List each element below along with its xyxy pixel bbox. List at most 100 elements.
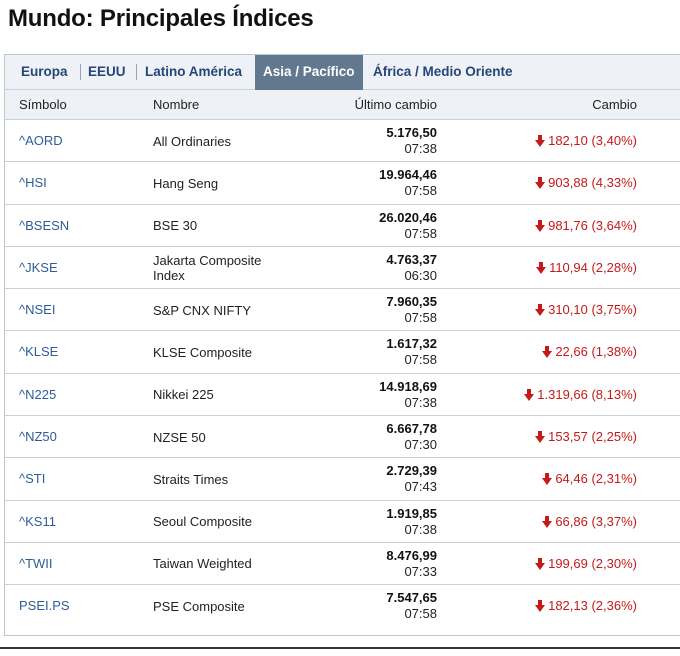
tab-separator xyxy=(80,64,81,80)
table-row: ^NZ50 NZSE 50 6.667,78 07:30 153,57 (2,25%) xyxy=(5,416,680,459)
bottom-divider xyxy=(0,647,680,649)
last-change-cell: 26.020,46 07:58 xyxy=(379,210,437,242)
index-name: All Ordinaries xyxy=(153,133,232,149)
symbol-link[interactable]: ^KLSE xyxy=(19,344,59,360)
down-arrow-icon xyxy=(535,219,546,232)
index-time: 07:58 xyxy=(404,310,437,326)
symbol-link[interactable]: ^NZ50 xyxy=(19,429,57,445)
table-row: ^JKSE Jakarta Composite Index 4.763,37 06:3… xyxy=(5,247,680,290)
tab-africa-medio-oriente[interactable]: África / Medio Oriente xyxy=(373,64,513,79)
change-cell: 110,94 (2,28%) xyxy=(536,247,637,289)
change-cell: 981,76 (3,64%) xyxy=(535,205,637,247)
tab-separator xyxy=(136,64,137,80)
table-row: ^N225 Nikkei 225 14.918,69 07:38 1.319,66 (8… xyxy=(5,374,680,417)
column-header-name[interactable]: Nombre xyxy=(153,97,200,112)
index-value: 8.476,99 xyxy=(386,547,437,563)
index-value: 1.919,85 xyxy=(386,505,437,521)
index-time: 07:33 xyxy=(404,563,437,579)
tab-asia-pacifico[interactable]: Asia / Pacífico xyxy=(255,55,363,90)
down-arrow-icon xyxy=(542,346,553,359)
change-value: 981,76 (3,64%) xyxy=(548,217,637,233)
index-name: Seoul Composite xyxy=(153,514,252,530)
down-arrow-icon xyxy=(542,473,553,486)
symbol-link[interactable]: ^N225 xyxy=(19,386,57,402)
down-arrow-icon xyxy=(542,515,553,528)
down-arrow-icon xyxy=(535,304,546,317)
change-value: 153,57 (2,25%) xyxy=(548,429,637,445)
table-row: PSEI.PS PSE Composite 7.547,65 07:58 182,13 … xyxy=(5,585,680,627)
last-change-cell: 7.547,65 07:58 xyxy=(386,590,437,622)
table-row: ^HSI Hang Seng 19.964,46 07:58 903,88 (4,33%… xyxy=(5,162,680,205)
change-cell: 64,46 (2,31%) xyxy=(542,458,637,500)
tab-europa[interactable]: Europa xyxy=(21,64,68,79)
last-change-cell: 14.918,69 07:38 xyxy=(379,379,437,411)
table-row: ^NSEI S&P CNX NIFTY 7.960,35 07:58 310,10 (3… xyxy=(5,289,680,332)
index-name: Straits Times xyxy=(153,471,229,487)
symbol-link[interactable]: ^HSI xyxy=(19,175,47,191)
change-cell: 199,69 (2,30%) xyxy=(535,543,637,585)
table-row: ^KLSE KLSE Composite 1.617,32 07:58 22,66 (1… xyxy=(5,331,680,374)
change-cell: 182,10 (3,40%) xyxy=(535,120,637,162)
symbol-link[interactable]: ^AORD xyxy=(19,133,63,148)
symbol-link[interactable]: ^BSESN xyxy=(19,217,70,233)
down-arrow-icon xyxy=(535,431,546,444)
change-value: 310,10 (3,75%) xyxy=(548,302,637,318)
index-time: 07:38 xyxy=(404,394,437,410)
index-value: 7.960,35 xyxy=(386,294,437,310)
column-header-symbol[interactable]: Símbolo xyxy=(19,97,67,112)
change-value: 182,10 (3,40%) xyxy=(548,133,637,148)
symbol-link[interactable]: ^STI xyxy=(19,471,46,487)
index-value: 26.020,46 xyxy=(379,209,437,225)
down-arrow-icon xyxy=(535,600,546,613)
down-arrow-icon xyxy=(535,135,546,147)
symbol-link[interactable]: ^TWII xyxy=(19,555,53,571)
last-change-cell: 7.960,35 07:58 xyxy=(386,294,437,326)
change-value: 22,66 (1,38%) xyxy=(555,344,637,360)
table-row: ^TWII Taiwan Weighted 8.476,99 07:33 199,69 … xyxy=(5,543,680,586)
down-arrow-icon xyxy=(536,261,547,274)
change-value: 110,94 (2,28%) xyxy=(549,259,637,275)
last-change-cell: 2.729,39 07:43 xyxy=(386,463,437,495)
change-value: 199,69 (2,30%) xyxy=(548,555,637,571)
column-header-change[interactable]: Cambio xyxy=(592,97,637,112)
change-value: 182,13 (2,36%) xyxy=(548,598,637,614)
index-name: S&P CNX NIFTY xyxy=(153,302,252,318)
region-tabs: Europa EEUU Latino América Asia / Pacífi… xyxy=(5,55,680,90)
index-time: 07:58 xyxy=(404,225,437,241)
last-change-cell: 8.476,99 07:33 xyxy=(386,548,437,580)
symbol-link[interactable]: ^JKSE xyxy=(19,259,58,275)
tab-latino-america[interactable]: Latino América xyxy=(145,64,243,79)
table-row: ^STI Straits Times 2.729,39 07:43 64,46 (2,3… xyxy=(5,458,680,501)
change-cell: 182,13 (2,36%) xyxy=(535,585,637,627)
change-value: 1.319,66 (8,13%) xyxy=(537,386,637,402)
change-value: 66,86 (3,37%) xyxy=(555,513,637,529)
last-change-cell: 1.617,32 07:58 xyxy=(386,336,437,368)
index-value: 19.964,46 xyxy=(379,167,437,183)
index-name: BSE 30 xyxy=(153,218,198,234)
change-cell: 1.319,66 (8,13%) xyxy=(524,374,637,416)
index-value: 1.617,32 xyxy=(386,336,437,352)
tab-eeuu[interactable]: EEUU xyxy=(88,64,126,79)
index-name: Taiwan Weighted xyxy=(153,556,252,572)
index-name: KLSE Composite xyxy=(153,344,252,360)
index-value: 2.729,39 xyxy=(386,463,437,479)
last-change-cell: 1.919,85 07:38 xyxy=(386,506,437,538)
page-title: Mundo: Principales Índices xyxy=(8,5,314,32)
symbol-link[interactable]: ^KS11 xyxy=(19,513,56,529)
index-time: 07:58 xyxy=(404,352,437,368)
index-time: 07:38 xyxy=(404,521,437,537)
symbol-link[interactable]: PSEI.PS xyxy=(19,598,70,614)
change-cell: 153,57 (2,25%) xyxy=(535,416,637,458)
index-name: Hang Seng xyxy=(153,175,219,191)
index-time: 07:58 xyxy=(404,606,437,622)
table-row: ^KS11 Seoul Composite 1.919,85 07:38 66,86 (… xyxy=(5,501,680,543)
indices-panel: Europa EEUU Latino América Asia / Pacífi… xyxy=(4,54,680,636)
change-cell: 903,88 (4,33%) xyxy=(535,162,637,204)
index-time: 07:38 xyxy=(404,141,437,156)
table-row: ^BSESN BSE 30 26.020,46 07:58 981,76 (3,64%) xyxy=(5,205,680,247)
index-time: 06:30 xyxy=(404,267,437,283)
column-header-last-change[interactable]: Último cambio xyxy=(354,97,437,112)
symbol-link[interactable]: ^NSEI xyxy=(19,302,56,318)
change-value: 903,88 (4,33%) xyxy=(548,175,637,191)
index-time: 07:43 xyxy=(404,479,437,495)
